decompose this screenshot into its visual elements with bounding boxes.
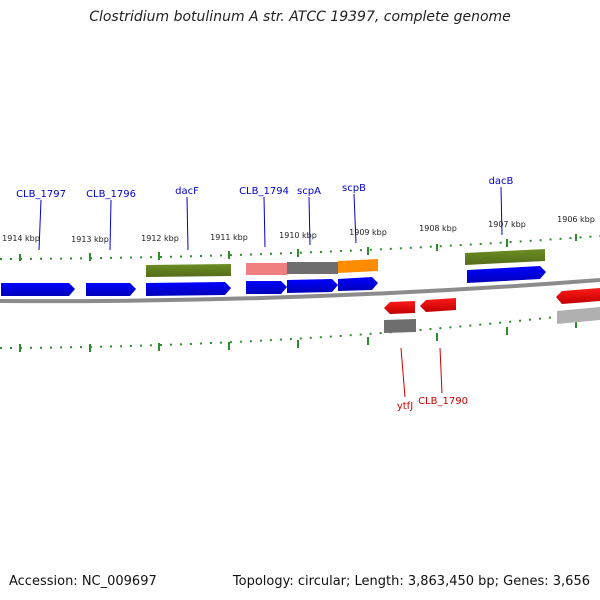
ruler-label: 1910 kbp [279,231,317,240]
ruler-label: 1906 kbp [557,215,595,224]
forward-label-lines [38,186,503,251]
feature-scpb-orange[interactable] [338,259,378,273]
feature-ytfj-gray[interactable] [384,319,416,333]
reverse-gene-track[interactable] [384,288,600,333]
gene-label-dacf[interactable]: dacF [175,186,199,197]
feature-scpa-gray[interactable] [287,262,338,274]
ruler-label: 1913 kbp [71,235,109,244]
ruler-label: 1914 kbp [2,234,40,243]
gene-label-clb-1796[interactable]: CLB_1796 [86,189,136,200]
ruler-label: 1912 kbp [141,234,179,243]
feature-clb-1794-salmon[interactable] [246,263,287,275]
gene-arrow-edge-red[interactable] [556,288,600,304]
feature-dacf-green[interactable] [146,264,231,277]
gene-arrow-scpb[interactable] [338,277,378,291]
gene-arrow-clb-1794[interactable] [246,281,287,294]
ruler-label: 1909 kbp [349,228,387,237]
lower-ruler-track [0,311,600,349]
gene-label-dacb[interactable]: dacB [489,176,514,187]
gene-arrow-dacf[interactable] [146,282,231,296]
gene-label-clb-1794[interactable]: CLB_1794 [239,186,289,197]
gene-arrow-ytfj[interactable] [384,301,415,314]
gene-arrow-scpa[interactable] [287,279,338,293]
gene-arrow-clb-1796[interactable] [86,283,136,296]
gene-arrow-dacb[interactable] [467,266,546,283]
ruler-label: 1908 kbp [419,224,457,233]
gene-label-scpa[interactable]: scpA [297,186,321,197]
gene-label-clb-1790[interactable]: CLB_1790 [418,396,468,407]
upper-major-ticks [19,234,577,261]
feature-dacb-green[interactable] [465,249,545,265]
genome-backbone [0,278,600,304]
gene-label-scpb[interactable]: scpB [342,183,366,194]
genome-summary-text: Topology: circular; Length: 3,863,450 bp… [232,574,590,589]
gene-label-ytfj[interactable]: ytfJ [397,401,413,412]
ruler-label: 1911 kbp [210,233,248,242]
gene-arrow-clb-1797[interactable] [1,283,75,296]
map-title: Clostridium botulinum A str. ATCC 19397,… [89,9,511,25]
reverse-label-lines [400,347,443,398]
feature-track[interactable] [146,249,545,277]
gene-label-clb-1797[interactable]: CLB_1797 [16,189,66,200]
accession-text: Accession: NC_009697 [9,574,157,589]
gene-arrow-clb-1790[interactable] [420,298,456,312]
lower-major-ticks [19,320,577,352]
feature-edge-lightgray[interactable] [557,307,600,324]
upper-ruler-track [0,235,600,260]
ruler-label: 1907 kbp [488,220,526,229]
forward-gene-track[interactable] [1,266,546,296]
